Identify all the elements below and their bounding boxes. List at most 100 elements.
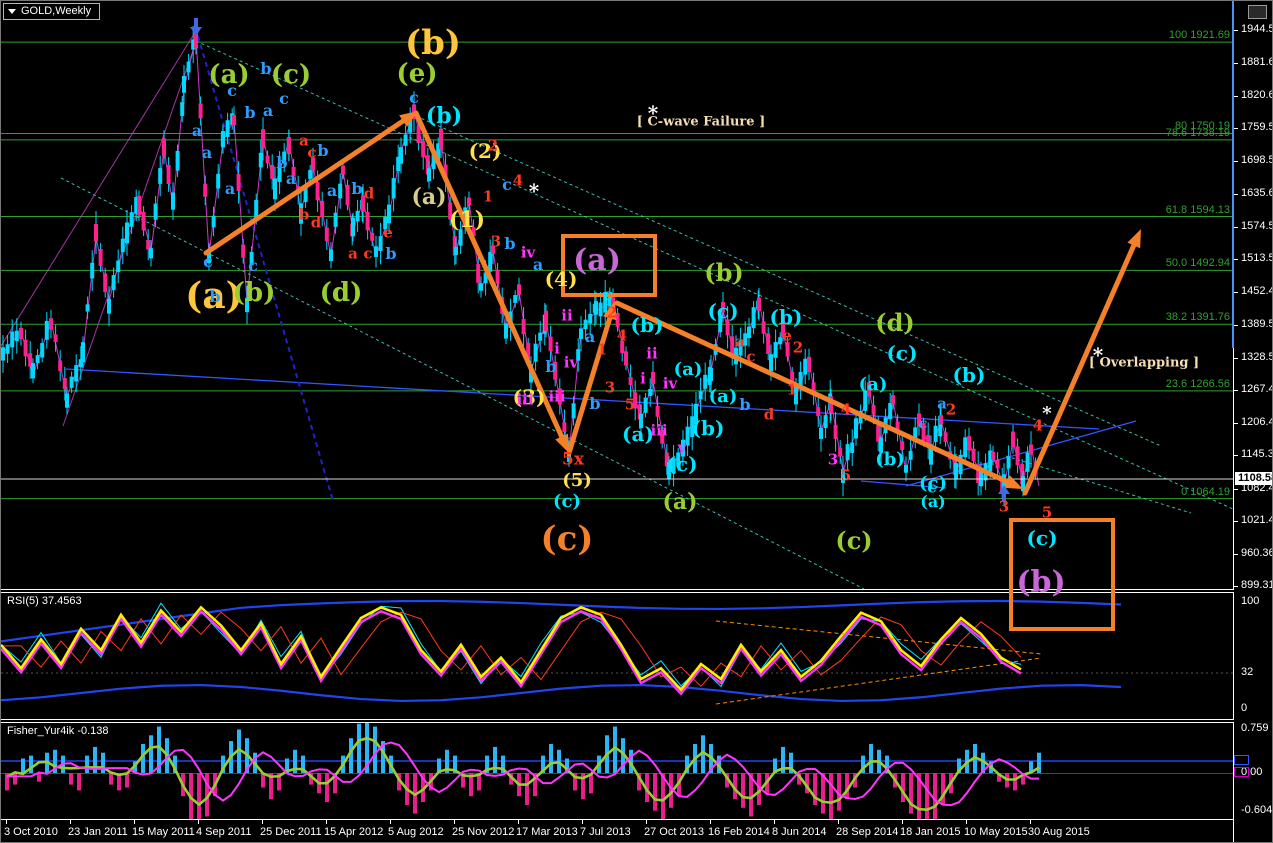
price-axis-label: 1759.56 bbox=[1241, 121, 1272, 134]
wave-label: c bbox=[502, 175, 512, 194]
wave-label: (c) bbox=[835, 526, 873, 555]
axis-tick bbox=[1234, 194, 1238, 196]
axis-tick bbox=[1234, 586, 1238, 588]
date-axis-label: 25 Dec 2011 bbox=[260, 826, 322, 838]
fisher-label: Fisher_Yur4ik -0.138 bbox=[7, 725, 109, 737]
date-tick bbox=[582, 820, 583, 824]
wave-label: (a) bbox=[673, 359, 703, 380]
wave-label: iv bbox=[662, 374, 678, 393]
fib-level-label: 61.8 1594.13 bbox=[1165, 203, 1230, 216]
wave-label: c bbox=[603, 285, 613, 304]
axis-tick bbox=[1234, 160, 1238, 162]
rsi-scale-label: 100 bbox=[1241, 595, 1260, 607]
fib-level-label: 80 1750.19 bbox=[1174, 120, 1230, 133]
date-axis-label: 8 Jun 2014 bbox=[772, 826, 827, 838]
fib-level-label: 0 1064.19 bbox=[1181, 485, 1230, 498]
axis-tick bbox=[1234, 325, 1238, 327]
wave-label: c bbox=[203, 252, 213, 271]
price-axis-label: 1944.56 bbox=[1241, 23, 1272, 35]
date-axis-label: 15 May 2011 bbox=[132, 826, 195, 838]
axis-tick bbox=[1234, 521, 1238, 523]
wave-label: a bbox=[937, 394, 947, 413]
wave-label: 5 bbox=[624, 395, 636, 414]
wave-label: i bbox=[554, 339, 560, 358]
date-tick bbox=[134, 820, 135, 824]
price-axis-label: 1021.41 bbox=[1241, 514, 1272, 527]
wave-annotations-layer: (b) (a) (c) (1) (2) (3) (4) (5) 5x (a) (c) (e) (b) (d… bbox=[1, 1, 1233, 821]
wave-label: b bbox=[504, 234, 516, 253]
chart-title-bar[interactable]: GOLD,Weekly bbox=[3, 3, 101, 20]
wave-label: b bbox=[298, 205, 310, 224]
wave-label: iii bbox=[516, 390, 534, 409]
fisher-panel-canvas[interactable] bbox=[1, 720, 1233, 820]
current-price-badge: 1108.58 bbox=[1235, 472, 1272, 485]
highlight-box[interactable] bbox=[561, 234, 657, 297]
wave-label: (a) bbox=[708, 386, 738, 407]
date-axis-label: 15 Apr 2012 bbox=[324, 826, 384, 838]
price-axis-label: 1389.56 bbox=[1241, 318, 1272, 331]
wave-label: 4 bbox=[512, 171, 524, 190]
wave-label: 3 bbox=[998, 497, 1010, 516]
wave-label: c bbox=[918, 414, 928, 433]
annotation-c-wave-failure[interactable]: [ C-wave Failure ] bbox=[636, 114, 766, 130]
wave-label: 1 bbox=[482, 187, 494, 206]
wave-label: c bbox=[307, 143, 317, 162]
axis-tick bbox=[1234, 291, 1238, 293]
date-axis-label: 17 Mar 2013 bbox=[516, 826, 578, 838]
date-axis-label: 30 Aug 2015 bbox=[1028, 826, 1090, 838]
wave-label: b bbox=[209, 287, 221, 306]
wave-label: 3 bbox=[604, 378, 616, 397]
price-axis-label: 1267.46 bbox=[1241, 383, 1272, 396]
panel-splitter-fisher[interactable] bbox=[1, 719, 1272, 723]
price-axis[interactable]: 1944.56 1881.66 1820.61 1759.56 1698.51 1635.… bbox=[1234, 1, 1272, 842]
wave-label: (c) bbox=[270, 60, 312, 90]
dropdown-arrow-icon[interactable] bbox=[8, 9, 16, 14]
wave-label: (b) bbox=[875, 449, 905, 470]
wave-label: 5 bbox=[1041, 503, 1053, 522]
wave-label: (a) bbox=[185, 275, 243, 317]
panel-splitter-rsi[interactable] bbox=[1, 589, 1272, 593]
wave-label: a bbox=[299, 131, 309, 150]
wave-label: ii bbox=[646, 344, 658, 363]
wave-label: 4 bbox=[840, 400, 852, 419]
wave-label: e bbox=[383, 223, 393, 242]
wave-label: a bbox=[584, 327, 596, 346]
price-axis-label: 1513.51 bbox=[1241, 252, 1272, 265]
highlight-box[interactable] bbox=[1009, 518, 1115, 631]
rsi-panel-canvas[interactable] bbox=[1, 589, 1233, 720]
wave-label: v bbox=[677, 438, 687, 457]
annotation-overlapping[interactable]: [ Overlapping ] bbox=[1088, 355, 1200, 371]
wave-label: a bbox=[262, 101, 274, 120]
price-chart-canvas[interactable] bbox=[1, 1, 1233, 589]
wave-label: 3 bbox=[490, 232, 502, 251]
date-axis-label: 10 May 2015 bbox=[964, 826, 1028, 838]
date-tick bbox=[70, 820, 71, 824]
wave-label: 2 bbox=[792, 338, 804, 357]
date-axis-label: 23 Jan 2011 bbox=[68, 826, 128, 838]
fib-level-label: 50.0 1492.94 bbox=[1165, 257, 1230, 270]
date-tick bbox=[262, 820, 263, 824]
axis-tick bbox=[1234, 553, 1238, 555]
wave-label: * bbox=[647, 101, 659, 125]
wave-label: d bbox=[310, 213, 322, 232]
wave-label: * bbox=[1042, 403, 1052, 424]
rsi-scale-label: 0 bbox=[1241, 702, 1248, 714]
wave-label: (a) bbox=[411, 184, 447, 210]
wave-label: c bbox=[279, 89, 289, 108]
wave-label: (5) bbox=[562, 470, 592, 491]
chart-corner-widget[interactable] bbox=[1248, 5, 1267, 19]
wave-label: (c) bbox=[666, 452, 698, 476]
axis-tick bbox=[1234, 488, 1238, 490]
wave-label: (b) bbox=[630, 313, 664, 337]
axis-tick bbox=[1234, 30, 1238, 31]
wave-label: 5x bbox=[562, 449, 584, 470]
date-axis-label: 7 Jul 2013 bbox=[580, 826, 631, 838]
wave-label: b bbox=[244, 103, 256, 122]
wave-label: (a) bbox=[208, 60, 250, 90]
axis-tick bbox=[1234, 63, 1238, 65]
axis-tick bbox=[1234, 259, 1238, 261]
wave-label: (b) bbox=[704, 258, 744, 287]
wave-label: (c) bbox=[553, 491, 581, 512]
wave-label: (b) bbox=[952, 363, 986, 387]
